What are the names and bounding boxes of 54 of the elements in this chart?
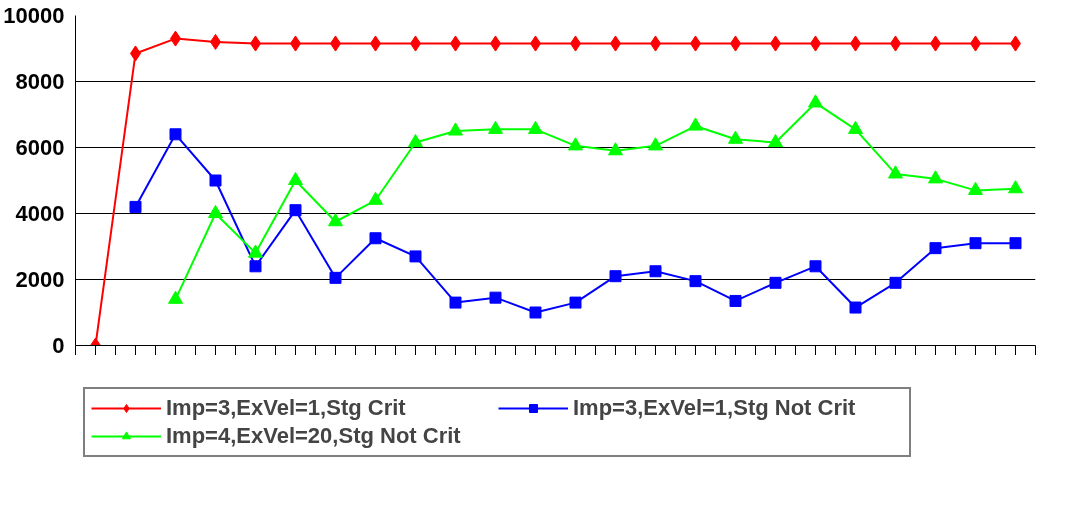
y-tick-label: 6000	[15, 135, 65, 160]
point	[648, 137, 663, 151]
point	[969, 237, 982, 250]
point	[689, 275, 702, 288]
point	[488, 120, 503, 134]
point	[368, 191, 383, 205]
point	[888, 165, 903, 179]
point	[528, 120, 543, 134]
point	[209, 174, 222, 187]
point	[809, 260, 822, 273]
point	[208, 204, 223, 219]
point	[928, 170, 943, 184]
point	[609, 270, 622, 283]
point	[249, 260, 262, 273]
point	[329, 271, 342, 284]
point	[848, 120, 863, 134]
point	[328, 213, 343, 227]
point	[169, 128, 182, 141]
point	[968, 181, 983, 195]
point	[369, 232, 382, 245]
point	[929, 242, 942, 255]
point	[489, 291, 502, 304]
point	[1008, 180, 1023, 194]
point	[409, 250, 422, 263]
point	[1009, 237, 1022, 250]
point	[408, 133, 423, 148]
point	[168, 290, 183, 304]
y-tick-label: 10000	[3, 3, 65, 28]
y-tick-label: 4000	[15, 201, 65, 226]
legend-label: Imp=3,ExVel=1,Stg Crit	[166, 395, 407, 421]
legend-label: Imp=4,ExVel=20,Stg Not Crit	[166, 423, 462, 449]
point	[248, 244, 263, 258]
point	[688, 117, 703, 131]
point	[288, 171, 303, 186]
point	[889, 276, 902, 289]
point	[769, 276, 782, 289]
point	[608, 142, 623, 156]
y-tick-label: 2000	[15, 267, 65, 292]
point	[849, 301, 862, 314]
point	[529, 306, 542, 319]
point	[808, 94, 823, 108]
point	[568, 137, 583, 151]
point	[649, 265, 662, 278]
point	[729, 294, 742, 307]
point	[569, 296, 582, 309]
legend-label: Imp=3,ExVel=1,Stg Not Crit	[573, 395, 857, 421]
y-tick-label: 0	[52, 333, 65, 358]
point	[289, 204, 302, 217]
point	[129, 200, 142, 213]
point	[448, 122, 463, 136]
point	[449, 296, 462, 309]
point	[728, 130, 743, 144]
y-tick-label: 8000	[15, 69, 65, 94]
point	[768, 133, 783, 148]
